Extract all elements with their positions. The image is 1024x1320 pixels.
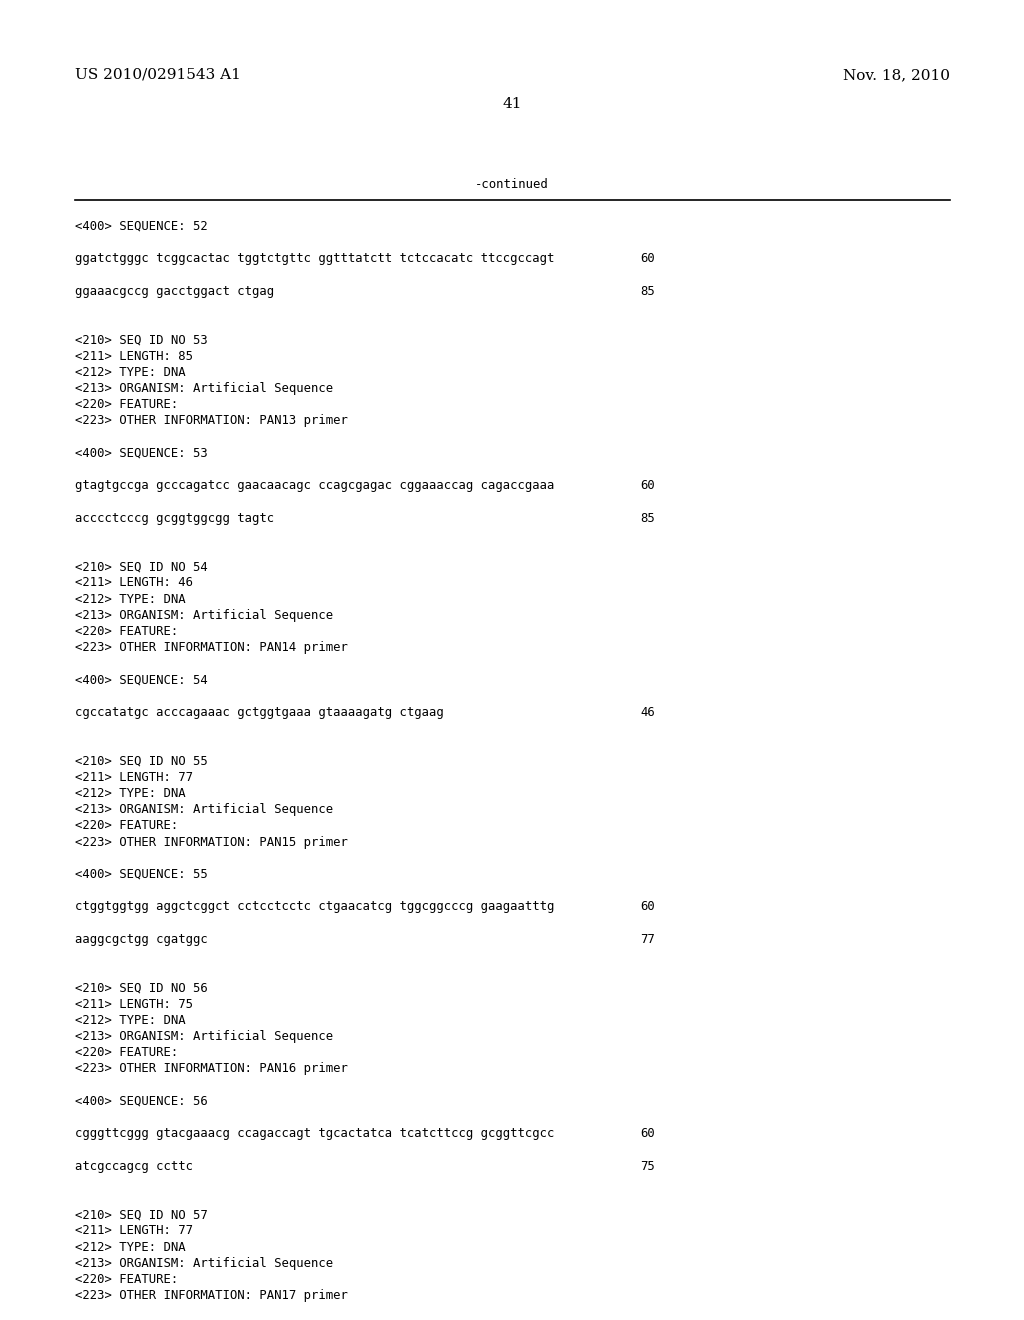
Text: gtagtgccga gcccagatcc gaacaacagc ccagcgagac cggaaaccag cagaccgaaa: gtagtgccga gcccagatcc gaacaacagc ccagcga… [75,479,554,492]
Text: <211> LENGTH: 75: <211> LENGTH: 75 [75,998,193,1011]
Text: 41: 41 [502,96,522,111]
Text: 46: 46 [640,706,654,719]
Text: <211> LENGTH: 77: <211> LENGTH: 77 [75,771,193,784]
Text: <213> ORGANISM: Artificial Sequence: <213> ORGANISM: Artificial Sequence [75,1257,333,1270]
Text: <223> OTHER INFORMATION: PAN13 primer: <223> OTHER INFORMATION: PAN13 primer [75,414,348,428]
Text: <210> SEQ ID NO 53: <210> SEQ ID NO 53 [75,334,208,346]
Text: <212> TYPE: DNA: <212> TYPE: DNA [75,787,185,800]
Text: 85: 85 [640,512,654,524]
Text: <212> TYPE: DNA: <212> TYPE: DNA [75,366,185,379]
Text: <212> TYPE: DNA: <212> TYPE: DNA [75,593,185,606]
Text: 60: 60 [640,900,654,913]
Text: 85: 85 [640,285,654,298]
Text: <210> SEQ ID NO 57: <210> SEQ ID NO 57 [75,1208,208,1221]
Text: <220> FEATURE:: <220> FEATURE: [75,1272,178,1286]
Text: ggaaacgccg gacctggact ctgag: ggaaacgccg gacctggact ctgag [75,285,274,298]
Text: acccctcccg gcggtggcgg tagtc: acccctcccg gcggtggcgg tagtc [75,512,274,524]
Text: <400> SEQUENCE: 56: <400> SEQUENCE: 56 [75,1094,208,1107]
Text: Nov. 18, 2010: Nov. 18, 2010 [843,69,950,82]
Text: <210> SEQ ID NO 55: <210> SEQ ID NO 55 [75,755,208,768]
Text: ctggtggtgg aggctcggct cctcctcctc ctgaacatcg tggcggcccg gaagaatttg: ctggtggtgg aggctcggct cctcctcctc ctgaaca… [75,900,554,913]
Text: <223> OTHER INFORMATION: PAN17 primer: <223> OTHER INFORMATION: PAN17 primer [75,1290,348,1303]
Text: <220> FEATURE:: <220> FEATURE: [75,820,178,833]
Text: 77: 77 [640,933,654,946]
Text: -continued: -continued [475,178,549,191]
Text: <220> FEATURE:: <220> FEATURE: [75,624,178,638]
Text: 60: 60 [640,252,654,265]
Text: <213> ORGANISM: Artificial Sequence: <213> ORGANISM: Artificial Sequence [75,609,333,622]
Text: <400> SEQUENCE: 53: <400> SEQUENCE: 53 [75,446,208,459]
Text: <223> OTHER INFORMATION: PAN15 primer: <223> OTHER INFORMATION: PAN15 primer [75,836,348,849]
Text: <211> LENGTH: 77: <211> LENGTH: 77 [75,1225,193,1237]
Text: ggatctgggc tcggcactac tggtctgttc ggtttatctt tctccacatc ttccgccagt: ggatctgggc tcggcactac tggtctgttc ggtttat… [75,252,554,265]
Text: <223> OTHER INFORMATION: PAN14 primer: <223> OTHER INFORMATION: PAN14 primer [75,642,348,655]
Text: aaggcgctgg cgatggc: aaggcgctgg cgatggc [75,933,208,946]
Text: <213> ORGANISM: Artificial Sequence: <213> ORGANISM: Artificial Sequence [75,1030,333,1043]
Text: <213> ORGANISM: Artificial Sequence: <213> ORGANISM: Artificial Sequence [75,381,333,395]
Text: <210> SEQ ID NO 56: <210> SEQ ID NO 56 [75,981,208,994]
Text: 75: 75 [640,1159,654,1172]
Text: cgggttcggg gtacgaaacg ccagaccagt tgcactatca tcatcttccg gcggttcgcc: cgggttcggg gtacgaaacg ccagaccagt tgcacta… [75,1127,554,1140]
Text: <212> TYPE: DNA: <212> TYPE: DNA [75,1241,185,1254]
Text: atcgccagcg ccttc: atcgccagcg ccttc [75,1159,193,1172]
Text: <223> OTHER INFORMATION: PAN16 primer: <223> OTHER INFORMATION: PAN16 primer [75,1063,348,1076]
Text: <211> LENGTH: 46: <211> LENGTH: 46 [75,577,193,590]
Text: <400> SEQUENCE: 52: <400> SEQUENCE: 52 [75,220,208,234]
Text: cgccatatgc acccagaaac gctggtgaaa gtaaaagatg ctgaag: cgccatatgc acccagaaac gctggtgaaa gtaaaag… [75,706,443,719]
Text: US 2010/0291543 A1: US 2010/0291543 A1 [75,69,241,82]
Text: 60: 60 [640,1127,654,1140]
Text: <210> SEQ ID NO 54: <210> SEQ ID NO 54 [75,560,208,573]
Text: <400> SEQUENCE: 55: <400> SEQUENCE: 55 [75,869,208,880]
Text: <212> TYPE: DNA: <212> TYPE: DNA [75,1014,185,1027]
Text: <400> SEQUENCE: 54: <400> SEQUENCE: 54 [75,673,208,686]
Text: <211> LENGTH: 85: <211> LENGTH: 85 [75,350,193,363]
Text: <220> FEATURE:: <220> FEATURE: [75,1047,178,1059]
Text: <213> ORGANISM: Artificial Sequence: <213> ORGANISM: Artificial Sequence [75,803,333,816]
Text: <220> FEATURE:: <220> FEATURE: [75,399,178,412]
Text: 60: 60 [640,479,654,492]
